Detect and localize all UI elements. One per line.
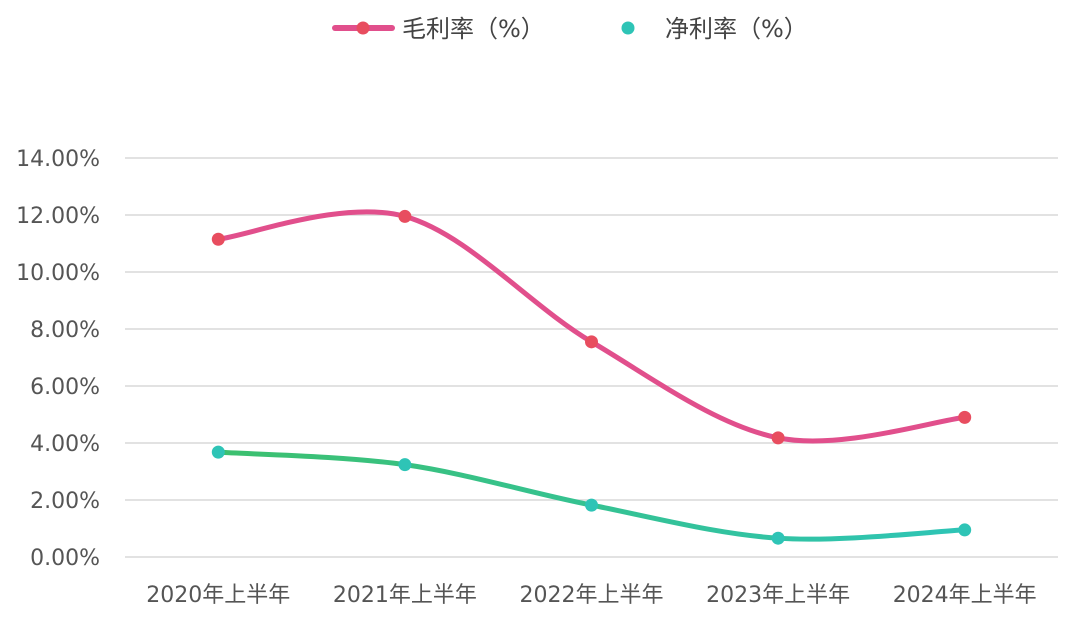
net-margin-point (585, 498, 598, 512)
net-margin-point (958, 523, 972, 537)
gridlines (125, 157, 1058, 558)
x-tick-label: 2021年上半年 (333, 583, 477, 608)
x-tick-label: 2020年上半年 (146, 583, 290, 608)
legend: 毛利率（%） 净利率（%） (332, 15, 808, 43)
gross-margin-point (958, 410, 972, 424)
legend-label-net-margin: 净利率（%） (665, 15, 808, 43)
series-group (211, 209, 972, 545)
gross-margin-point (211, 232, 225, 246)
gross-margin-point (398, 209, 412, 223)
y-tick-label: 4.00% (30, 432, 100, 457)
y-tick-label: 6.00% (30, 375, 100, 400)
y-tick-label: 0.00% (30, 546, 100, 571)
y-tick-label: 14.00% (16, 147, 100, 172)
x-tick-label: 2022年上半年 (520, 583, 664, 608)
legend-label-gross-margin: 毛利率（%） (402, 15, 545, 43)
net-margin-point (398, 458, 412, 472)
x-tick-label: 2023年上半年 (706, 583, 850, 608)
gross-margin-line (215, 209, 968, 444)
net-margin-point (771, 531, 785, 545)
y-tick-label: 10.00% (16, 261, 100, 286)
y-tick-label: 12.00% (16, 204, 100, 229)
net-margin-point (211, 445, 225, 459)
gross-margin-point (771, 431, 785, 445)
legend-marker-net-margin (621, 21, 635, 35)
x-tick-label: 2024年上半年 (893, 583, 1037, 608)
gross-margin-point (585, 335, 598, 349)
y-axis: 0.00% 2.00% 4.00% 6.00% 8.00% 10.00% 12.00% 14.… (16, 147, 100, 571)
y-tick-label: 8.00% (30, 318, 100, 343)
y-tick-label: 2.00% (30, 489, 100, 514)
legend-marker-gross-margin (356, 21, 370, 35)
x-axis: 2020年上半年 2021年上半年 2022年上半年 2023年上半年 2024年上半年 (146, 583, 1036, 608)
net-margin-line (215, 449, 968, 542)
